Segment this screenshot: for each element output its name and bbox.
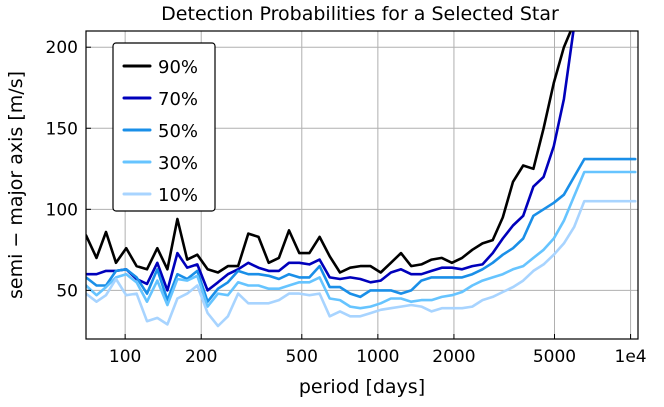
series-line-70pct: [86, 31, 575, 292]
legend-label-30pct: 30%: [158, 153, 198, 174]
series-line-90pct: [86, 31, 573, 274]
x-tick-label-5: 5000: [533, 347, 576, 367]
x-axis-ticks: 100 200 500 1000 2000 5000 1e4: [109, 334, 647, 367]
series-line-10pct: [86, 199, 637, 328]
chart-title: Detection Probabilities for a Selected S…: [161, 3, 559, 25]
legend-box: [112, 42, 216, 212]
x-tick-label-4: 2000: [432, 347, 475, 367]
legend-label-70pct: 70%: [158, 89, 198, 110]
x-tick-label-6: 1e4: [615, 347, 647, 367]
series-line-50pct: [86, 157, 637, 304]
y-axis-ticks: 50 100 150 200: [46, 38, 91, 301]
y-tick-label-0: 50: [56, 281, 78, 301]
plot-frame: [85, 30, 639, 340]
y-axis-label: semi − major axis [m/s]: [5, 71, 27, 299]
series-line-30pct: [86, 170, 637, 310]
x-axis-label: period [days]: [299, 376, 425, 398]
x-tick-label-1: 200: [185, 347, 217, 367]
x-tick-label-3: 1000: [356, 347, 399, 367]
y-tick-label-3: 200: [46, 38, 78, 58]
legend-label-50pct: 50%: [158, 121, 198, 142]
legend-label-90pct: 90%: [158, 57, 198, 78]
x-tick-label-0: 100: [109, 347, 141, 367]
legend-label-10pct: 10%: [158, 185, 198, 206]
series-lines: [86, 31, 637, 328]
y-tick-label-1: 100: [46, 200, 78, 220]
legend: 90% 70% 50% 30% 10%: [112, 42, 216, 212]
y-tick-label-2: 150: [46, 119, 78, 139]
x-tick-label-2: 500: [286, 347, 318, 367]
